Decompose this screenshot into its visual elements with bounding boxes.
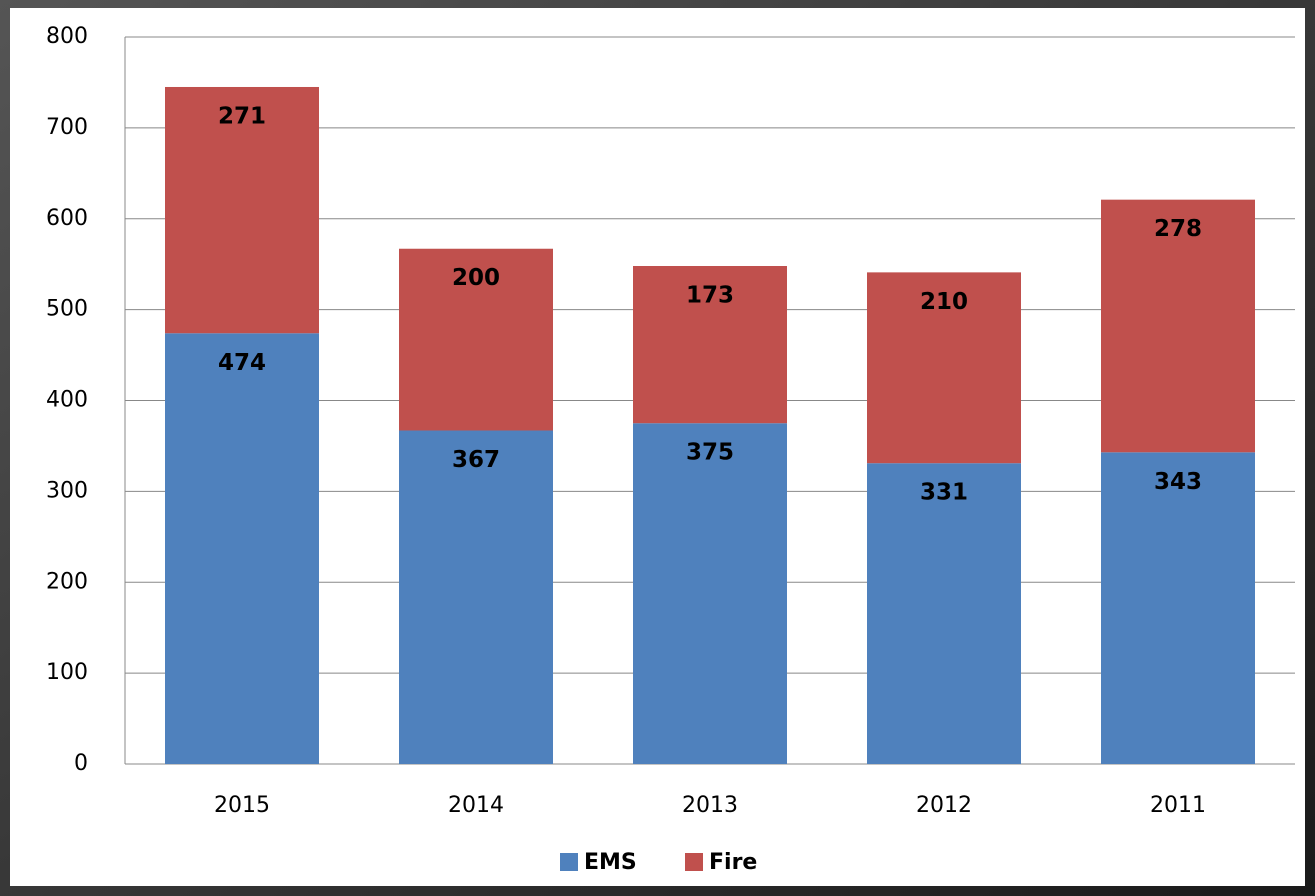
y-tick-label: 300 (46, 478, 88, 503)
x-tick-label: 2014 (448, 793, 504, 818)
legend-label: EMS (584, 850, 637, 875)
y-tick-label: 800 (46, 24, 88, 49)
data-label: 271 (218, 103, 266, 129)
data-label: 200 (452, 265, 500, 291)
y-tick-label: 400 (46, 388, 88, 413)
data-label: 331 (920, 480, 968, 506)
data-label: 173 (686, 283, 734, 309)
y-tick-label: 700 (46, 115, 88, 140)
x-tick-label: 2013 (682, 793, 738, 818)
bar-segment (1101, 452, 1255, 764)
y-tick-label: 0 (74, 751, 88, 776)
bar-segment (633, 423, 787, 764)
legend-swatch (560, 853, 578, 871)
data-label: 375 (686, 440, 734, 466)
x-tick-label: 2015 (214, 793, 270, 818)
bar-segment (867, 463, 1021, 764)
legend-label: Fire (709, 850, 757, 875)
data-label: 474 (218, 350, 266, 376)
legend-swatch (685, 853, 703, 871)
x-tick-label: 2012 (916, 793, 972, 818)
data-label: 210 (920, 289, 968, 315)
bar-segment (399, 430, 553, 764)
bar-segment (399, 248, 553, 431)
y-tick-label: 100 (46, 660, 88, 685)
bar-segment (165, 86, 319, 334)
data-label: 367 (452, 447, 500, 473)
bar-segment (165, 333, 319, 764)
x-tick-label: 2011 (1150, 793, 1206, 818)
y-tick-label: 600 (46, 206, 88, 231)
data-label: 278 (1154, 216, 1202, 242)
y-tick-label: 500 (46, 297, 88, 322)
bar-segment (633, 266, 787, 424)
bar-segment (1101, 199, 1255, 453)
bar-segment (867, 272, 1021, 464)
data-label: 343 (1154, 469, 1202, 495)
y-tick-label: 200 (46, 569, 88, 594)
